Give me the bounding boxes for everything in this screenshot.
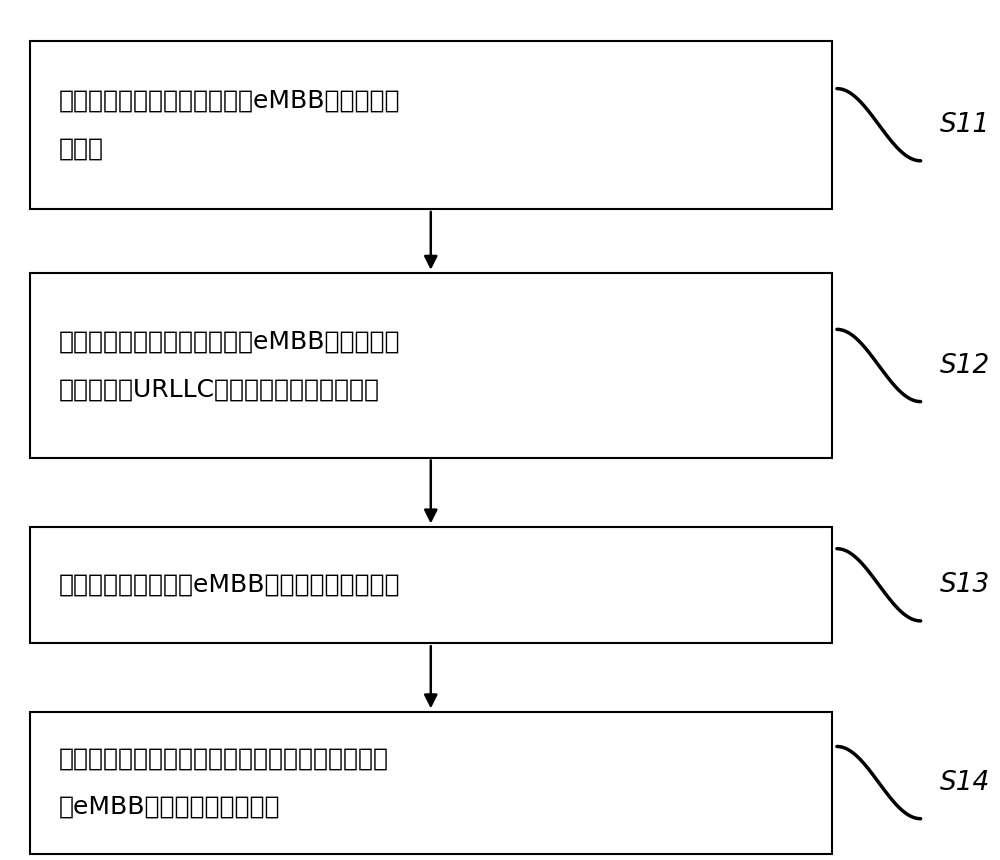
Text: S13: S13	[940, 572, 991, 598]
FancyBboxPatch shape	[30, 526, 832, 643]
FancyBboxPatch shape	[30, 273, 832, 458]
Text: 根据判断结果，选择eMBB业务数据的重传方式: 根据判断结果，选择eMBB业务数据的重传方式	[59, 573, 401, 597]
Text: S12: S12	[940, 353, 991, 378]
FancyBboxPatch shape	[30, 41, 832, 209]
Text: 当解码失败时，判断所述初传eMBB业务数据中: 当解码失败时，判断所述初传eMBB业务数据中	[59, 330, 401, 353]
Text: 行解码: 行解码	[59, 137, 104, 160]
Text: 的最后一个URLLC时隙的信干噪比是否最差: 的最后一个URLLC时隙的信干噪比是否最差	[59, 378, 380, 401]
Text: 对接收到的初传增强移动宽带eMBB业务数据进: 对接收到的初传增强移动宽带eMBB业务数据进	[59, 89, 401, 113]
Text: S11: S11	[940, 112, 991, 138]
Text: S14: S14	[940, 770, 991, 796]
Text: 向基站发送重传请求，所述重传请求中指示所选择: 向基站发送重传请求，所述重传请求中指示所选择	[59, 747, 389, 771]
FancyBboxPatch shape	[30, 712, 832, 853]
Text: 的eMBB业务数据的重传方式: 的eMBB业务数据的重传方式	[59, 795, 281, 818]
